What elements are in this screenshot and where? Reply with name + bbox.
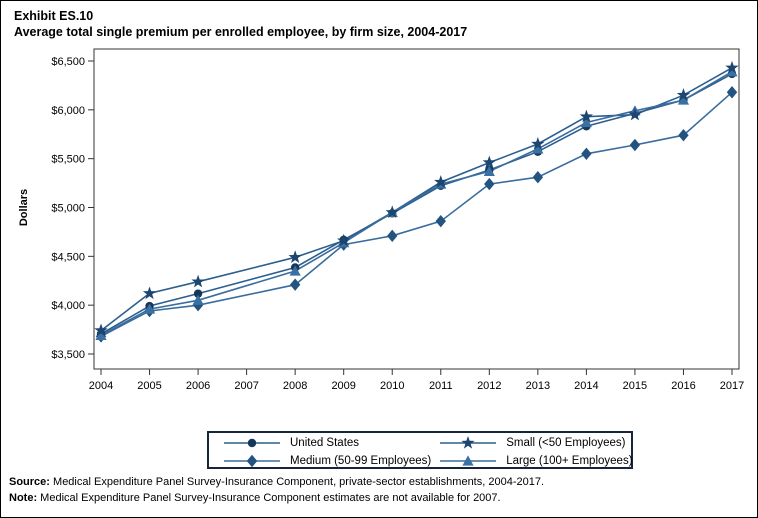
series-markers-3 [95, 66, 738, 341]
legend-item-united-states: United States [215, 434, 431, 452]
star-marker [531, 137, 545, 150]
x-tick-label: 2007 [234, 380, 258, 392]
x-tick-label: 2008 [283, 380, 307, 392]
star-marker [461, 436, 475, 449]
triangle-marker [726, 66, 738, 77]
large-firms-marker-icon [439, 452, 497, 470]
x-tick-label: 2017 [720, 380, 744, 392]
star-marker [94, 323, 108, 337]
legend-item-medium: Medium (50-99 Employees) [215, 452, 431, 470]
star-marker [337, 233, 351, 247]
legend-label-medium: Medium (50-99 Employees) [290, 455, 432, 467]
diamond-marker [435, 214, 446, 228]
y-tick-label: $4,000 [51, 300, 85, 312]
diamond-marker [484, 177, 495, 191]
circle-marker [247, 438, 257, 448]
united-states-marker-icon [223, 434, 281, 452]
series-markers-2 [94, 60, 739, 337]
x-tick-label: 2011 [429, 380, 453, 392]
source-label: Source: [9, 476, 50, 488]
triangle-marker [143, 303, 156, 314]
legend-item-small: Small (<50 Employees) [431, 434, 632, 452]
x-tick-label: 2013 [526, 380, 550, 392]
star-marker [676, 88, 691, 101]
x-tick-label: 2016 [671, 380, 695, 392]
x-tick-label: 2010 [380, 380, 404, 392]
legend-item-large: Large (100+ Employees) [431, 452, 633, 470]
diamond-marker [387, 229, 398, 243]
x-tick-label: 2005 [137, 380, 161, 392]
exhibit-number: Exhibit ES.10 [14, 9, 94, 23]
diamond-marker [581, 147, 592, 160]
y-tick-label: $5,500 [51, 154, 85, 166]
y-tick-label: $5,000 [51, 203, 85, 215]
y-tick-label: $4,500 [51, 251, 85, 263]
star-marker [725, 60, 739, 74]
diamond-marker [678, 129, 689, 142]
series-markers-1 [95, 86, 738, 343]
x-tick-label: 2012 [477, 380, 501, 392]
y-tick-label: $6,000 [51, 105, 85, 117]
circle-marker [193, 289, 203, 298]
star-marker [482, 155, 496, 169]
legend-label-small: Small (<50 Employees) [506, 437, 626, 449]
source-text: Medical Expenditure Panel Survey-Insuran… [49, 476, 545, 488]
diamond-marker [289, 278, 301, 291]
legend-label-large: Large (100+ Employees) [506, 455, 633, 467]
triangle-marker [580, 116, 592, 128]
y-tick-label: $3,500 [51, 349, 85, 361]
chart-legend: United States Small (<50 Employees) Medi… [207, 431, 633, 469]
triangle-marker [95, 329, 107, 341]
chart-title-block: Exhibit ES.10 Average total single premi… [14, 8, 467, 40]
triangle-marker [532, 143, 544, 154]
source-line: Source: Medical Expenditure Panel Survey… [9, 476, 544, 488]
medium-firms-marker-icon [223, 452, 281, 470]
star-marker [288, 250, 302, 263]
note-line: Note: Medical Expenditure Panel Survey-I… [9, 492, 501, 504]
triangle-marker [289, 265, 301, 276]
star-marker [628, 107, 642, 121]
plot-frame [93, 48, 740, 370]
diamond-marker [246, 454, 258, 468]
note-label: Note: [9, 492, 38, 504]
star-marker [434, 175, 448, 188]
star-marker [191, 274, 205, 288]
triangle-marker [192, 294, 204, 305]
diamond-marker [532, 171, 544, 184]
small-firms-marker-icon [439, 434, 497, 452]
legend-label-united-states: United States [290, 437, 360, 449]
x-tick-label: 2014 [574, 380, 598, 392]
diamond-marker [629, 138, 641, 152]
x-tick-label: 2006 [186, 380, 210, 392]
triangle-marker [677, 94, 690, 105]
x-tick-label: 2009 [331, 380, 355, 392]
note-text: Medical Expenditure Panel Survey-Insuran… [37, 492, 501, 504]
y-axis-title: Dollars [18, 189, 30, 226]
chart-title: Average total single premium per enrolle… [14, 25, 468, 39]
triangle-marker [462, 455, 474, 466]
x-tick-label: 2015 [623, 380, 647, 392]
diamond-marker [726, 86, 738, 99]
star-marker [142, 286, 157, 300]
premium-line-chart: $3,500 $4,000 $4,500 $5,000 $5,500 $6,000 $6,5… [18, 48, 744, 392]
star-marker [385, 205, 399, 219]
x-tick-label: 2004 [89, 380, 113, 392]
y-tick-label: $6,500 [51, 56, 85, 68]
star-marker [579, 109, 594, 123]
triangle-marker [483, 165, 495, 176]
